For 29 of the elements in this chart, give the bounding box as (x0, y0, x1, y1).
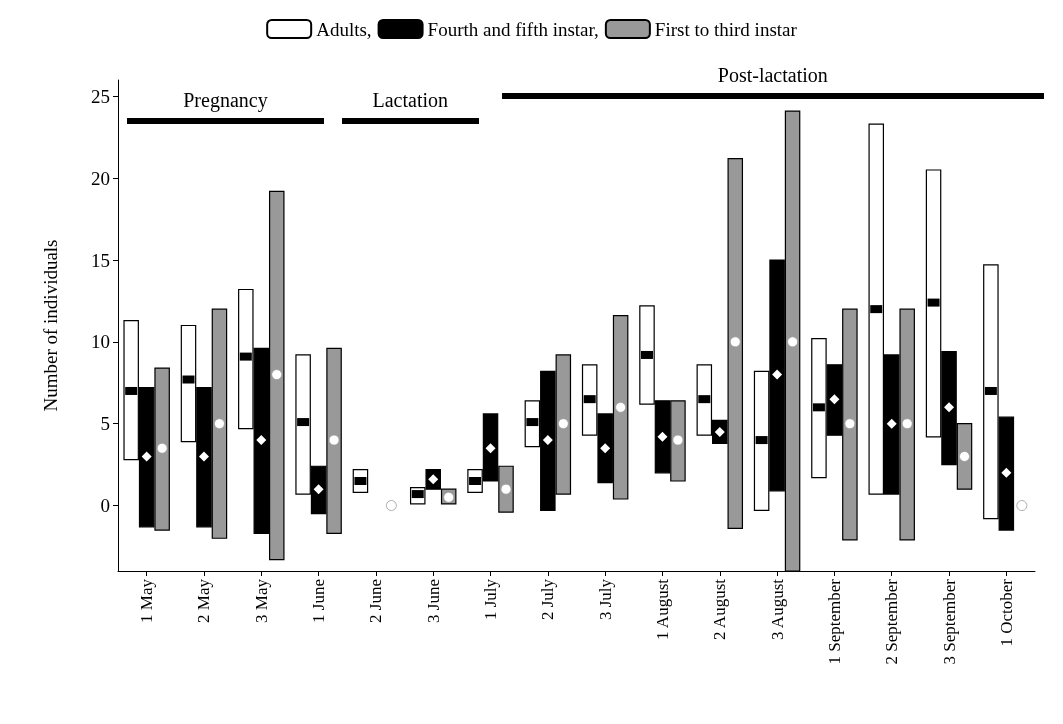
annotation: Post-lactation (716, 64, 829, 88)
x-tick-label: 1 May (137, 578, 157, 623)
x-tick-label: 3 June (423, 579, 443, 623)
legend-label: First to third instar (654, 18, 798, 40)
legend-label: Fourth and fifth instar, (427, 18, 599, 40)
y-tick-label: 15 (91, 249, 110, 271)
x-tick-label: 1 October (996, 578, 1016, 647)
x-tick-label: 1 July (481, 578, 501, 621)
x-tick-label: 1 September (824, 578, 844, 665)
x-tick-label: 1 August (652, 578, 672, 640)
y-tick-label: 25 (91, 85, 110, 107)
legend-label: Adults, (316, 18, 372, 40)
y-tick-label: 0 (100, 495, 110, 517)
y-tick-label: 5 (100, 413, 110, 435)
x-tick-label: 2 July (538, 578, 558, 621)
annotation: Lactation (371, 88, 450, 112)
x-tick-label: 2 June (366, 579, 386, 623)
x-tick-label: 3 July (595, 578, 615, 621)
x-tick-label: 2 September (882, 578, 902, 665)
x-tick-label: 3 September (939, 578, 959, 665)
x-tick-label: 3 May (251, 578, 271, 623)
x-tick-label: 2 August (710, 578, 730, 640)
x-tick-label: 1 June (309, 579, 329, 623)
annotation: Pregnancy (182, 88, 269, 112)
y-axis-title: Number of individuals (40, 239, 61, 412)
y-tick-label: 10 (91, 331, 110, 353)
x-tick-label: 3 August (767, 578, 787, 640)
y-tick-label: 20 (91, 167, 110, 189)
x-tick-label: 2 May (194, 578, 214, 623)
